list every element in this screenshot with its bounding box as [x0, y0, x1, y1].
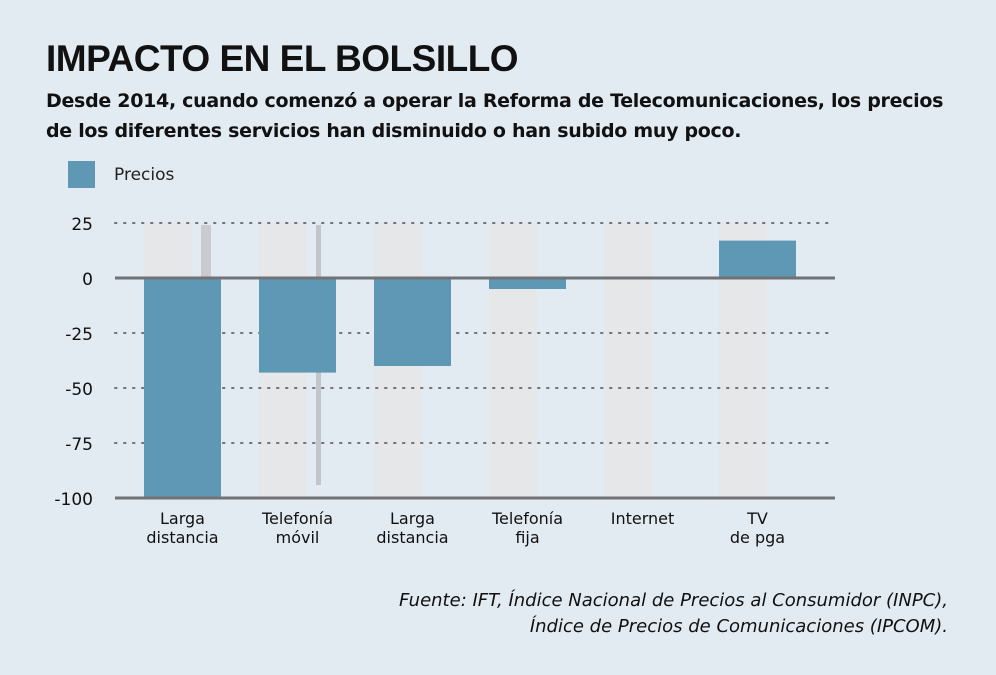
y-tick-label: 25 [71, 215, 93, 235]
bar [719, 240, 796, 278]
x-tick-label: de pga [730, 528, 785, 547]
source-line-1: Fuente: IFT, Índice Nacional de Precios … [399, 590, 948, 611]
bars [144, 240, 796, 498]
x-tick-label: Internet [611, 509, 675, 528]
bar [144, 278, 221, 498]
y-tick-label: 0 [82, 270, 93, 290]
x-tick-label: distancia [376, 528, 448, 547]
legend: Precios [68, 161, 174, 188]
y-tick-label: -50 [65, 380, 93, 400]
background-columns [144, 223, 767, 498]
source-line-2: Índice de Precios de Comunicaciones (IPC… [529, 616, 948, 637]
y-tick-label: -100 [54, 490, 93, 510]
bar [489, 278, 566, 289]
x-tick-label: TV [746, 509, 768, 528]
x-tick-label: Larga [160, 509, 205, 528]
background-column [489, 223, 537, 498]
y-tick-label: -25 [65, 325, 93, 345]
axes [115, 276, 835, 500]
legend-label-precios: Precios [114, 164, 175, 185]
bar [259, 278, 336, 373]
x-tick-label: Larga [390, 509, 435, 528]
legend-swatch-precios [68, 161, 95, 188]
chart-title: IMPACTO EN EL BOLSILLO [46, 38, 519, 79]
x-tick-labels: LargadistanciaTelefoníamóvilLargadistanc… [146, 509, 785, 547]
gridlines [114, 222, 836, 444]
y-tick-labels: 25 0 -25 -50 -75 -100 [54, 215, 93, 510]
x-tick-label: fija [515, 528, 539, 547]
reference-line [201, 225, 211, 278]
background-column [604, 223, 652, 498]
source-note: Fuente: IFT, Índice Nacional de Precios … [399, 588, 948, 640]
bar [374, 278, 451, 366]
chart-subtitle: Desde 2014, cuando comenzó a operar la R… [46, 90, 944, 142]
x-tick-label: móvil [276, 528, 320, 547]
x-tick-label: Telefonía [261, 509, 333, 528]
x-tick-label: Telefonía [491, 509, 563, 528]
x-tick-label: distancia [146, 528, 218, 547]
y-tick-label: -75 [65, 435, 93, 455]
